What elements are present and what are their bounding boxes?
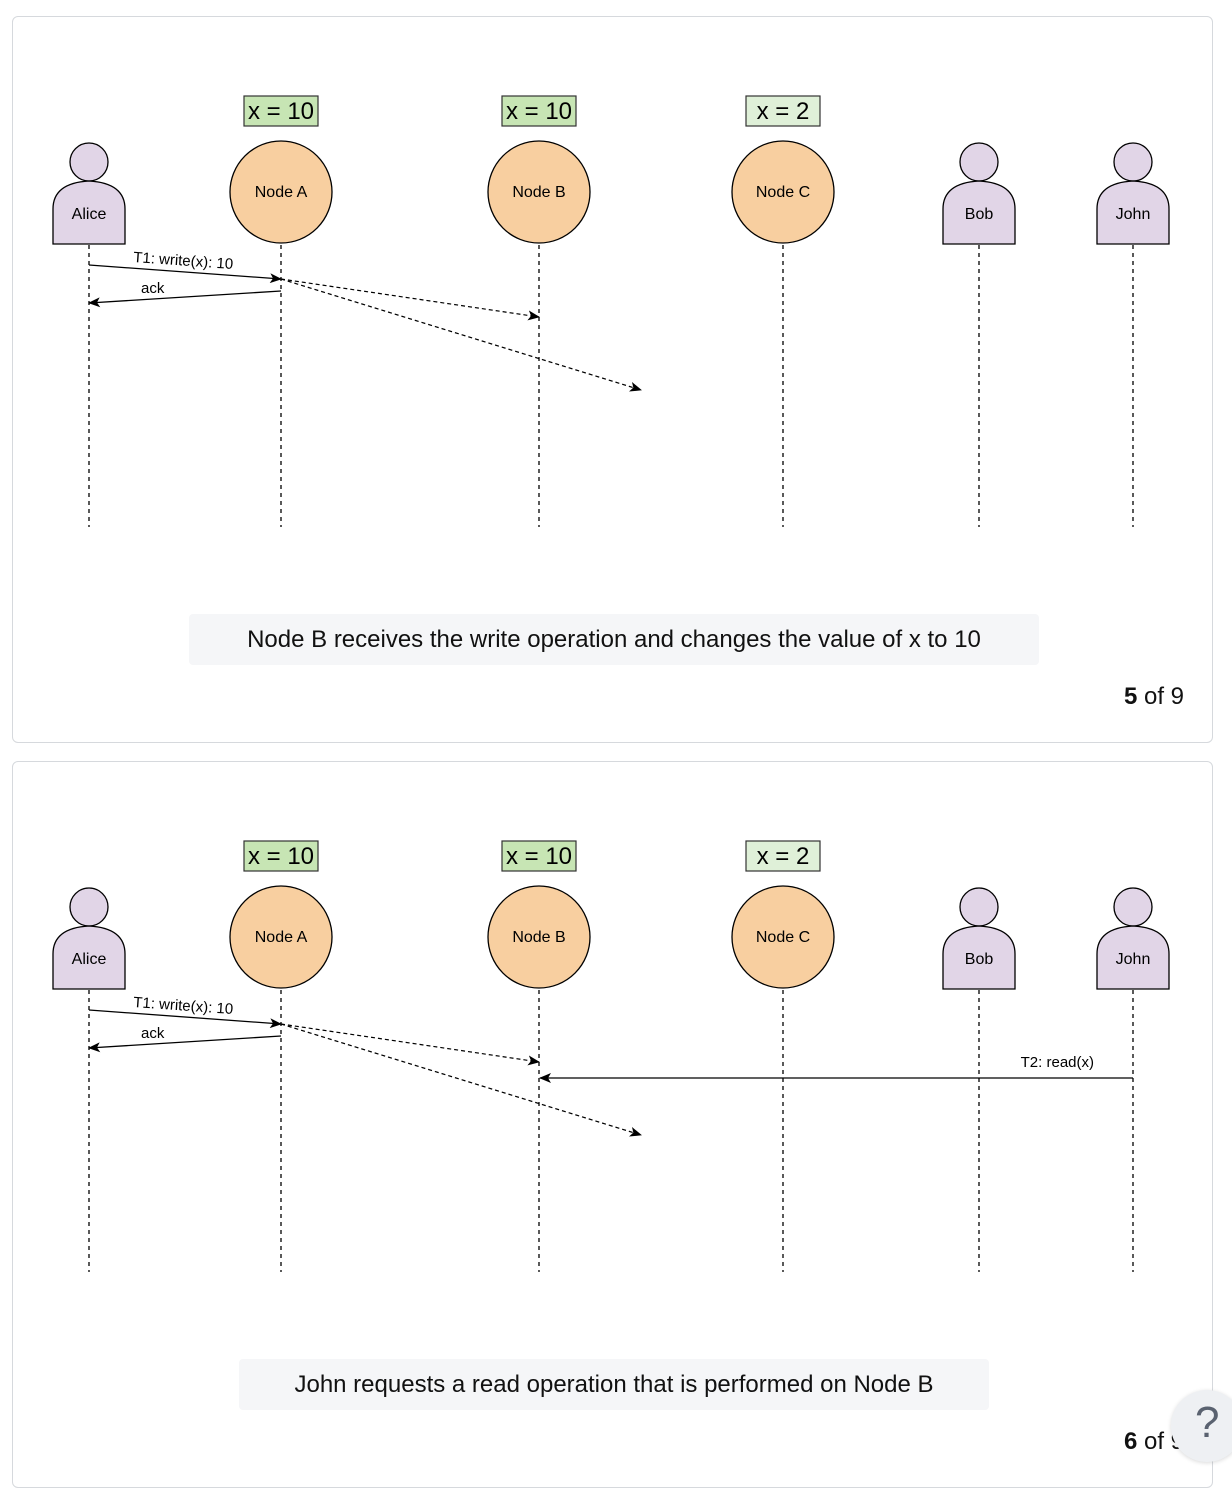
message-label: ack	[141, 1025, 165, 1042]
message-write: T1: write(x): 10	[88, 994, 282, 1029]
current-slide: 5	[1123, 683, 1138, 710]
value-box-node-b: x = 10	[501, 840, 577, 872]
actor-label: Alice	[72, 206, 107, 223]
message-label: T1: write(x): 10	[133, 994, 234, 1018]
message-read: T2: read(x)	[539, 1054, 1133, 1083]
value-label: x = 10	[506, 843, 572, 870]
replication-to-node-b	[280, 278, 540, 321]
actor-bob: Bob	[942, 887, 1016, 990]
help-button[interactable]: ?	[1171, 1390, 1232, 1462]
replication-to-node-c	[280, 278, 642, 392]
lifelines	[88, 245, 1134, 527]
node-label: Node A	[255, 929, 308, 946]
actor-alice: Alice	[52, 887, 126, 990]
slide-caption: Node B receives the write operation and …	[189, 614, 1039, 665]
message-label: T1: write(x): 10	[133, 249, 234, 273]
message-ack: ack	[88, 1025, 282, 1053]
actor-bob: Bob	[942, 142, 1016, 245]
value-label: x = 2	[757, 98, 810, 125]
actor-label: John	[1116, 951, 1151, 968]
current-slide: 6	[1123, 1428, 1138, 1455]
node-b: Node B	[487, 140, 591, 244]
node-label: Node B	[512, 184, 565, 201]
replication-to-node-c	[280, 1023, 642, 1137]
node-c: Node C	[731, 140, 835, 244]
value-box-node-c: x = 2	[745, 840, 821, 872]
node-a: Node A	[229, 885, 333, 989]
value-label: x = 2	[757, 843, 810, 870]
actor-alice: Alice	[52, 142, 126, 245]
sequence-diagram: x = 10 x = 10 x = 2 Alice Bob	[52, 95, 1170, 527]
slide-panel: x = 10 x = 10 x = 2 Alice Bob	[12, 16, 1213, 743]
value-label: x = 10	[248, 98, 314, 125]
replication-to-node-b	[280, 1023, 540, 1066]
node-label: Node B	[512, 929, 565, 946]
value-box-node-a: x = 10	[243, 95, 319, 127]
message-ack: ack	[88, 280, 282, 308]
actor-label: Bob	[965, 206, 994, 223]
value-box-node-c: x = 2	[745, 95, 821, 127]
node-c: Node C	[731, 885, 835, 989]
slide-counter: 5 of 9	[1124, 683, 1184, 711]
message-label: T2: read(x)	[1021, 1054, 1094, 1071]
node-label: Node C	[756, 184, 810, 201]
node-b: Node B	[487, 885, 591, 989]
value-label: x = 10	[506, 98, 572, 125]
actor-john: John	[1096, 142, 1170, 245]
total-slides: of 9	[1143, 683, 1184, 710]
node-label: Node A	[255, 184, 308, 201]
value-label: x = 10	[248, 843, 314, 870]
actor-label: Bob	[965, 951, 994, 968]
actor-label: Alice	[72, 951, 107, 968]
actor-label: John	[1116, 206, 1151, 223]
message-write: T1: write(x): 10	[88, 249, 282, 284]
slide-caption: John requests a read operation that is p…	[239, 1359, 989, 1410]
lifelines	[88, 990, 1134, 1272]
node-label: Node C	[756, 929, 810, 946]
actor-john: John	[1096, 887, 1170, 990]
question-mark-icon: ?	[1195, 1398, 1220, 1447]
message-label: ack	[141, 280, 165, 297]
value-box-node-a: x = 10	[243, 840, 319, 872]
slide-panel: x = 10 x = 10 x = 2 Alice Bob	[12, 761, 1213, 1488]
node-a: Node A	[229, 140, 333, 244]
sequence-diagram: x = 10 x = 10 x = 2 Alice Bob	[52, 840, 1170, 1272]
value-box-node-b: x = 10	[501, 95, 577, 127]
